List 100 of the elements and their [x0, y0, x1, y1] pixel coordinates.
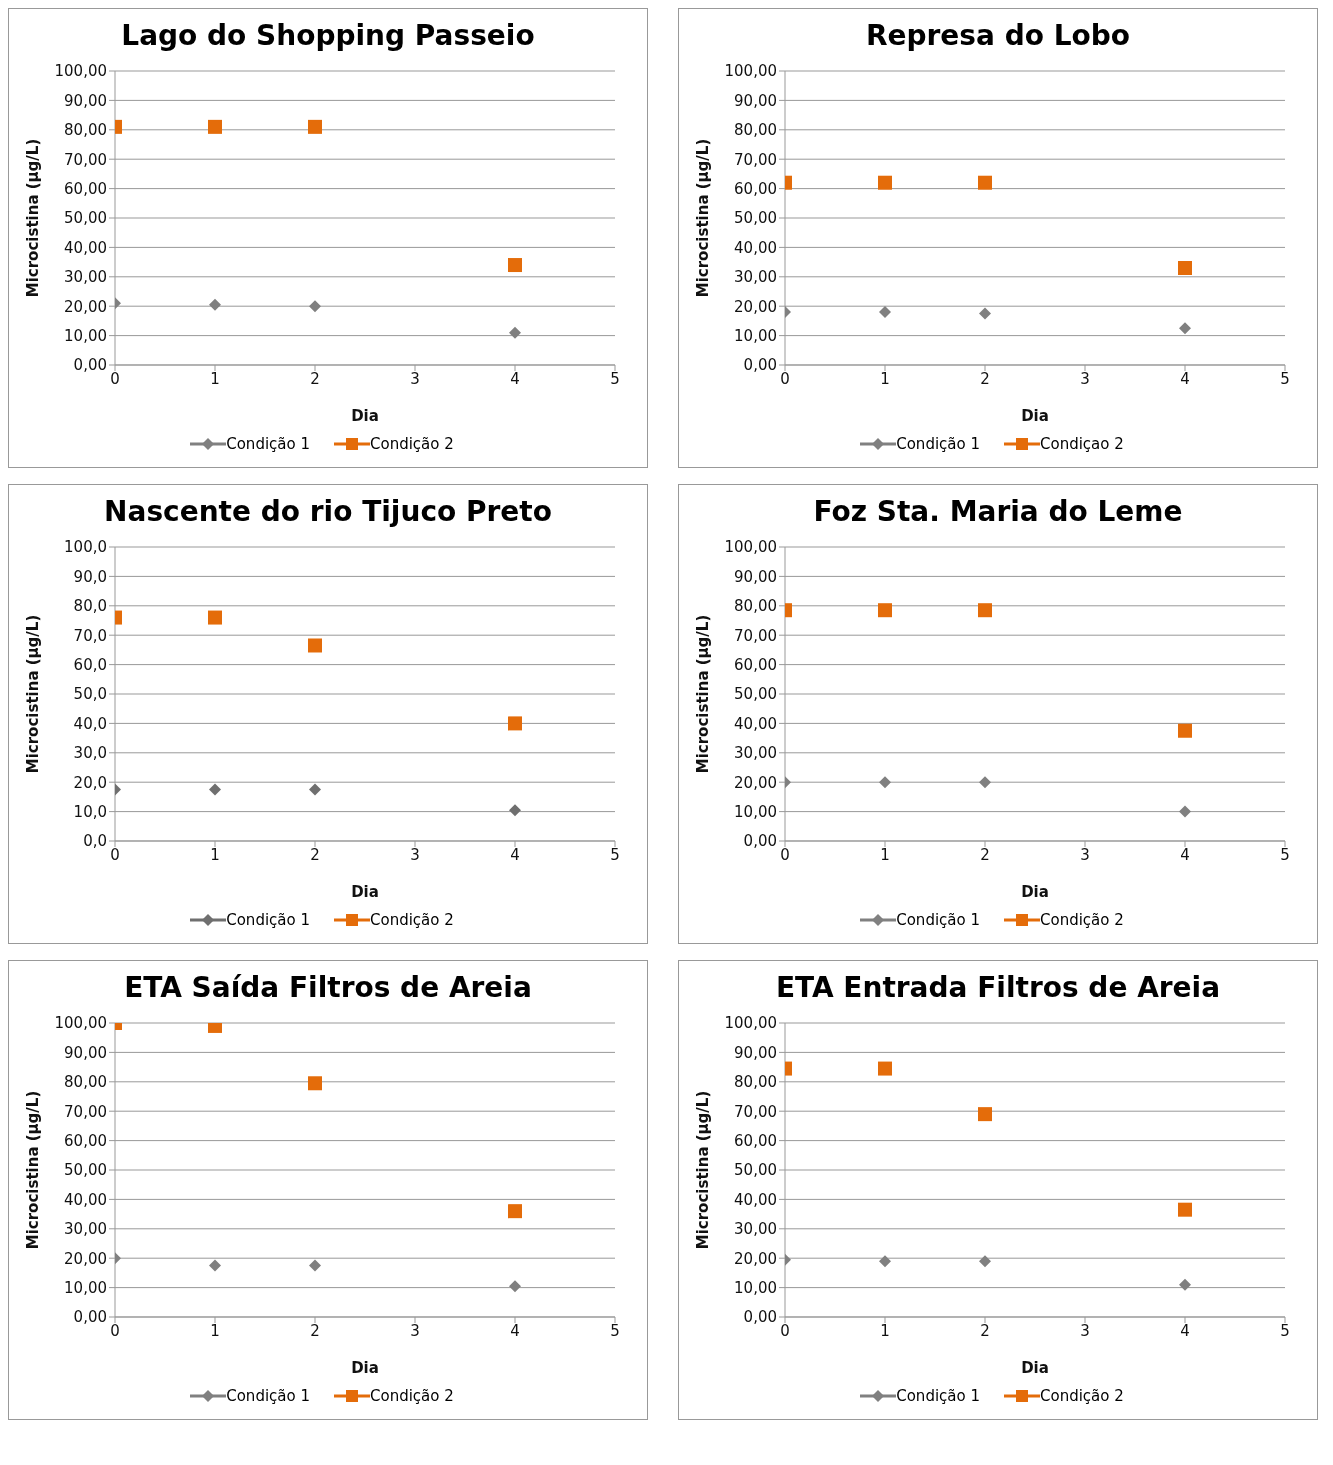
legend-label: Condição 2: [1040, 1387, 1124, 1405]
x-tick-label: 1: [880, 1321, 890, 1340]
x-tick-label: 1: [210, 845, 220, 864]
y-tick-label: 60,00: [64, 1131, 107, 1150]
point: [509, 326, 521, 339]
y-axis-title: Microcistina (µg/L): [694, 138, 713, 298]
x-tick-label: 5: [1280, 845, 1290, 864]
point: [309, 1259, 321, 1272]
x-tick-label: 0: [780, 369, 790, 388]
y-tick-label: 30,0: [73, 744, 107, 763]
y-tick-label: 10,00: [64, 1278, 107, 1297]
x-tick-label: 4: [510, 845, 520, 864]
y-tick-label: 80,00: [734, 121, 777, 140]
y-tick-label: 30,00: [734, 268, 777, 287]
y-tick-label: 60,0: [73, 655, 107, 674]
y-tick-label: 0,0: [83, 832, 107, 851]
x-tick-label: 4: [510, 1321, 520, 1340]
y-tick-label: 0,00: [73, 356, 107, 375]
point: [978, 603, 992, 618]
point: [308, 638, 322, 653]
x-tick-label: 1: [210, 1321, 220, 1340]
x-axis-title: Dia: [351, 883, 379, 901]
point: [308, 119, 322, 134]
point: [978, 1107, 992, 1122]
chart-title: Nascente do rio Tijuco Preto: [103, 495, 553, 530]
y-axis-title: Microcistina (µg/L): [24, 138, 43, 298]
y-tick-label: 10,00: [734, 802, 777, 821]
legend-label: Condição 2: [370, 911, 454, 929]
y-tick-label: 0,00: [743, 1308, 777, 1327]
y-tick-label: 90,0: [73, 567, 107, 586]
y-tick-label: 90,00: [64, 91, 107, 110]
x-tick-label: 2: [980, 1321, 990, 1340]
y-tick-label: 100,00: [54, 62, 107, 81]
point: [509, 804, 521, 817]
y-tick-label: 40,00: [734, 238, 777, 257]
x-tick-label: 0: [110, 845, 120, 864]
y-tick-label: 10,0: [73, 802, 107, 821]
legend-label: Condição 1: [896, 911, 980, 929]
x-tick-label: 3: [410, 369, 420, 388]
x-tick-label: 2: [980, 845, 990, 864]
legend-label: Condição 2: [370, 435, 454, 453]
y-tick-label: 70,00: [64, 150, 107, 169]
y-tick-label: 100,00: [54, 1014, 107, 1033]
x-tick-label: 5: [610, 845, 620, 864]
x-tick-label: 4: [1180, 1321, 1190, 1340]
y-tick-label: 80,0: [73, 597, 107, 616]
chart-title: ETA Entrada Filtros de Areia: [774, 971, 1222, 1006]
y-tick-label: 30,00: [734, 744, 777, 763]
point: [1178, 260, 1192, 275]
y-tick-label: 80,00: [734, 1073, 777, 1092]
x-axis-title: Dia: [1021, 407, 1049, 425]
x-tick-label: 0: [780, 845, 790, 864]
y-tick-label: 80,00: [64, 1073, 107, 1092]
y-tick-label: 10,00: [734, 326, 777, 345]
x-tick-label: 2: [310, 845, 320, 864]
y-tick-label: 80,00: [734, 597, 777, 616]
x-axis-title: Dia: [1021, 883, 1049, 901]
y-axis-title: Microcistina (µg/L): [24, 614, 43, 774]
y-tick-label: 20,00: [734, 297, 777, 316]
point: [209, 1259, 221, 1272]
x-tick-label: 4: [1180, 845, 1190, 864]
y-tick-label: 40,00: [734, 1190, 777, 1209]
x-tick-label: 5: [1280, 1321, 1290, 1340]
y-tick-label: 20,00: [734, 1249, 777, 1268]
y-tick-label: 30,00: [64, 268, 107, 287]
y-tick-label: 40,0: [73, 714, 107, 733]
y-tick-label: 70,00: [64, 1102, 107, 1121]
y-tick-label: 20,00: [64, 1249, 107, 1268]
point: [309, 783, 321, 796]
point: [878, 603, 892, 618]
legend-label: Condição 1: [226, 435, 310, 453]
x-axis-title: Dia: [1021, 1359, 1049, 1377]
x-tick-label: 3: [1080, 845, 1090, 864]
y-tick-label: 90,00: [64, 1043, 107, 1062]
y-tick-label: 30,00: [734, 1220, 777, 1239]
legend-label: Condição 2: [1040, 911, 1124, 929]
y-tick-label: 0,00: [73, 1308, 107, 1327]
point: [979, 1255, 991, 1268]
y-tick-label: 70,00: [734, 150, 777, 169]
chart-title: Foz Sta. Maria do Leme: [812, 495, 1184, 530]
x-tick-label: 2: [980, 369, 990, 388]
x-tick-label: 0: [110, 369, 120, 388]
x-tick-label: 0: [780, 1321, 790, 1340]
x-tick-label: 4: [510, 369, 520, 388]
x-tick-label: 2: [310, 1321, 320, 1340]
y-axis-title: Microcistina (µg/L): [694, 614, 713, 774]
x-tick-label: 3: [1080, 369, 1090, 388]
legend-label: Condição 1: [896, 435, 980, 453]
x-axis-title: Dia: [351, 407, 379, 425]
x-tick-label: 5: [610, 369, 620, 388]
legend-label: Condição 2: [370, 1387, 454, 1405]
y-tick-label: 60,00: [64, 179, 107, 198]
point: [508, 258, 522, 273]
y-tick-label: 0,00: [743, 356, 777, 375]
y-axis-title: Microcistina (µg/L): [24, 1090, 43, 1250]
point: [1178, 1202, 1192, 1217]
legend-label: Condiçao 2: [1040, 435, 1124, 453]
y-tick-label: 50,00: [64, 1161, 107, 1180]
y-tick-label: 100,0: [64, 538, 107, 557]
y-tick-label: 20,0: [73, 773, 107, 792]
